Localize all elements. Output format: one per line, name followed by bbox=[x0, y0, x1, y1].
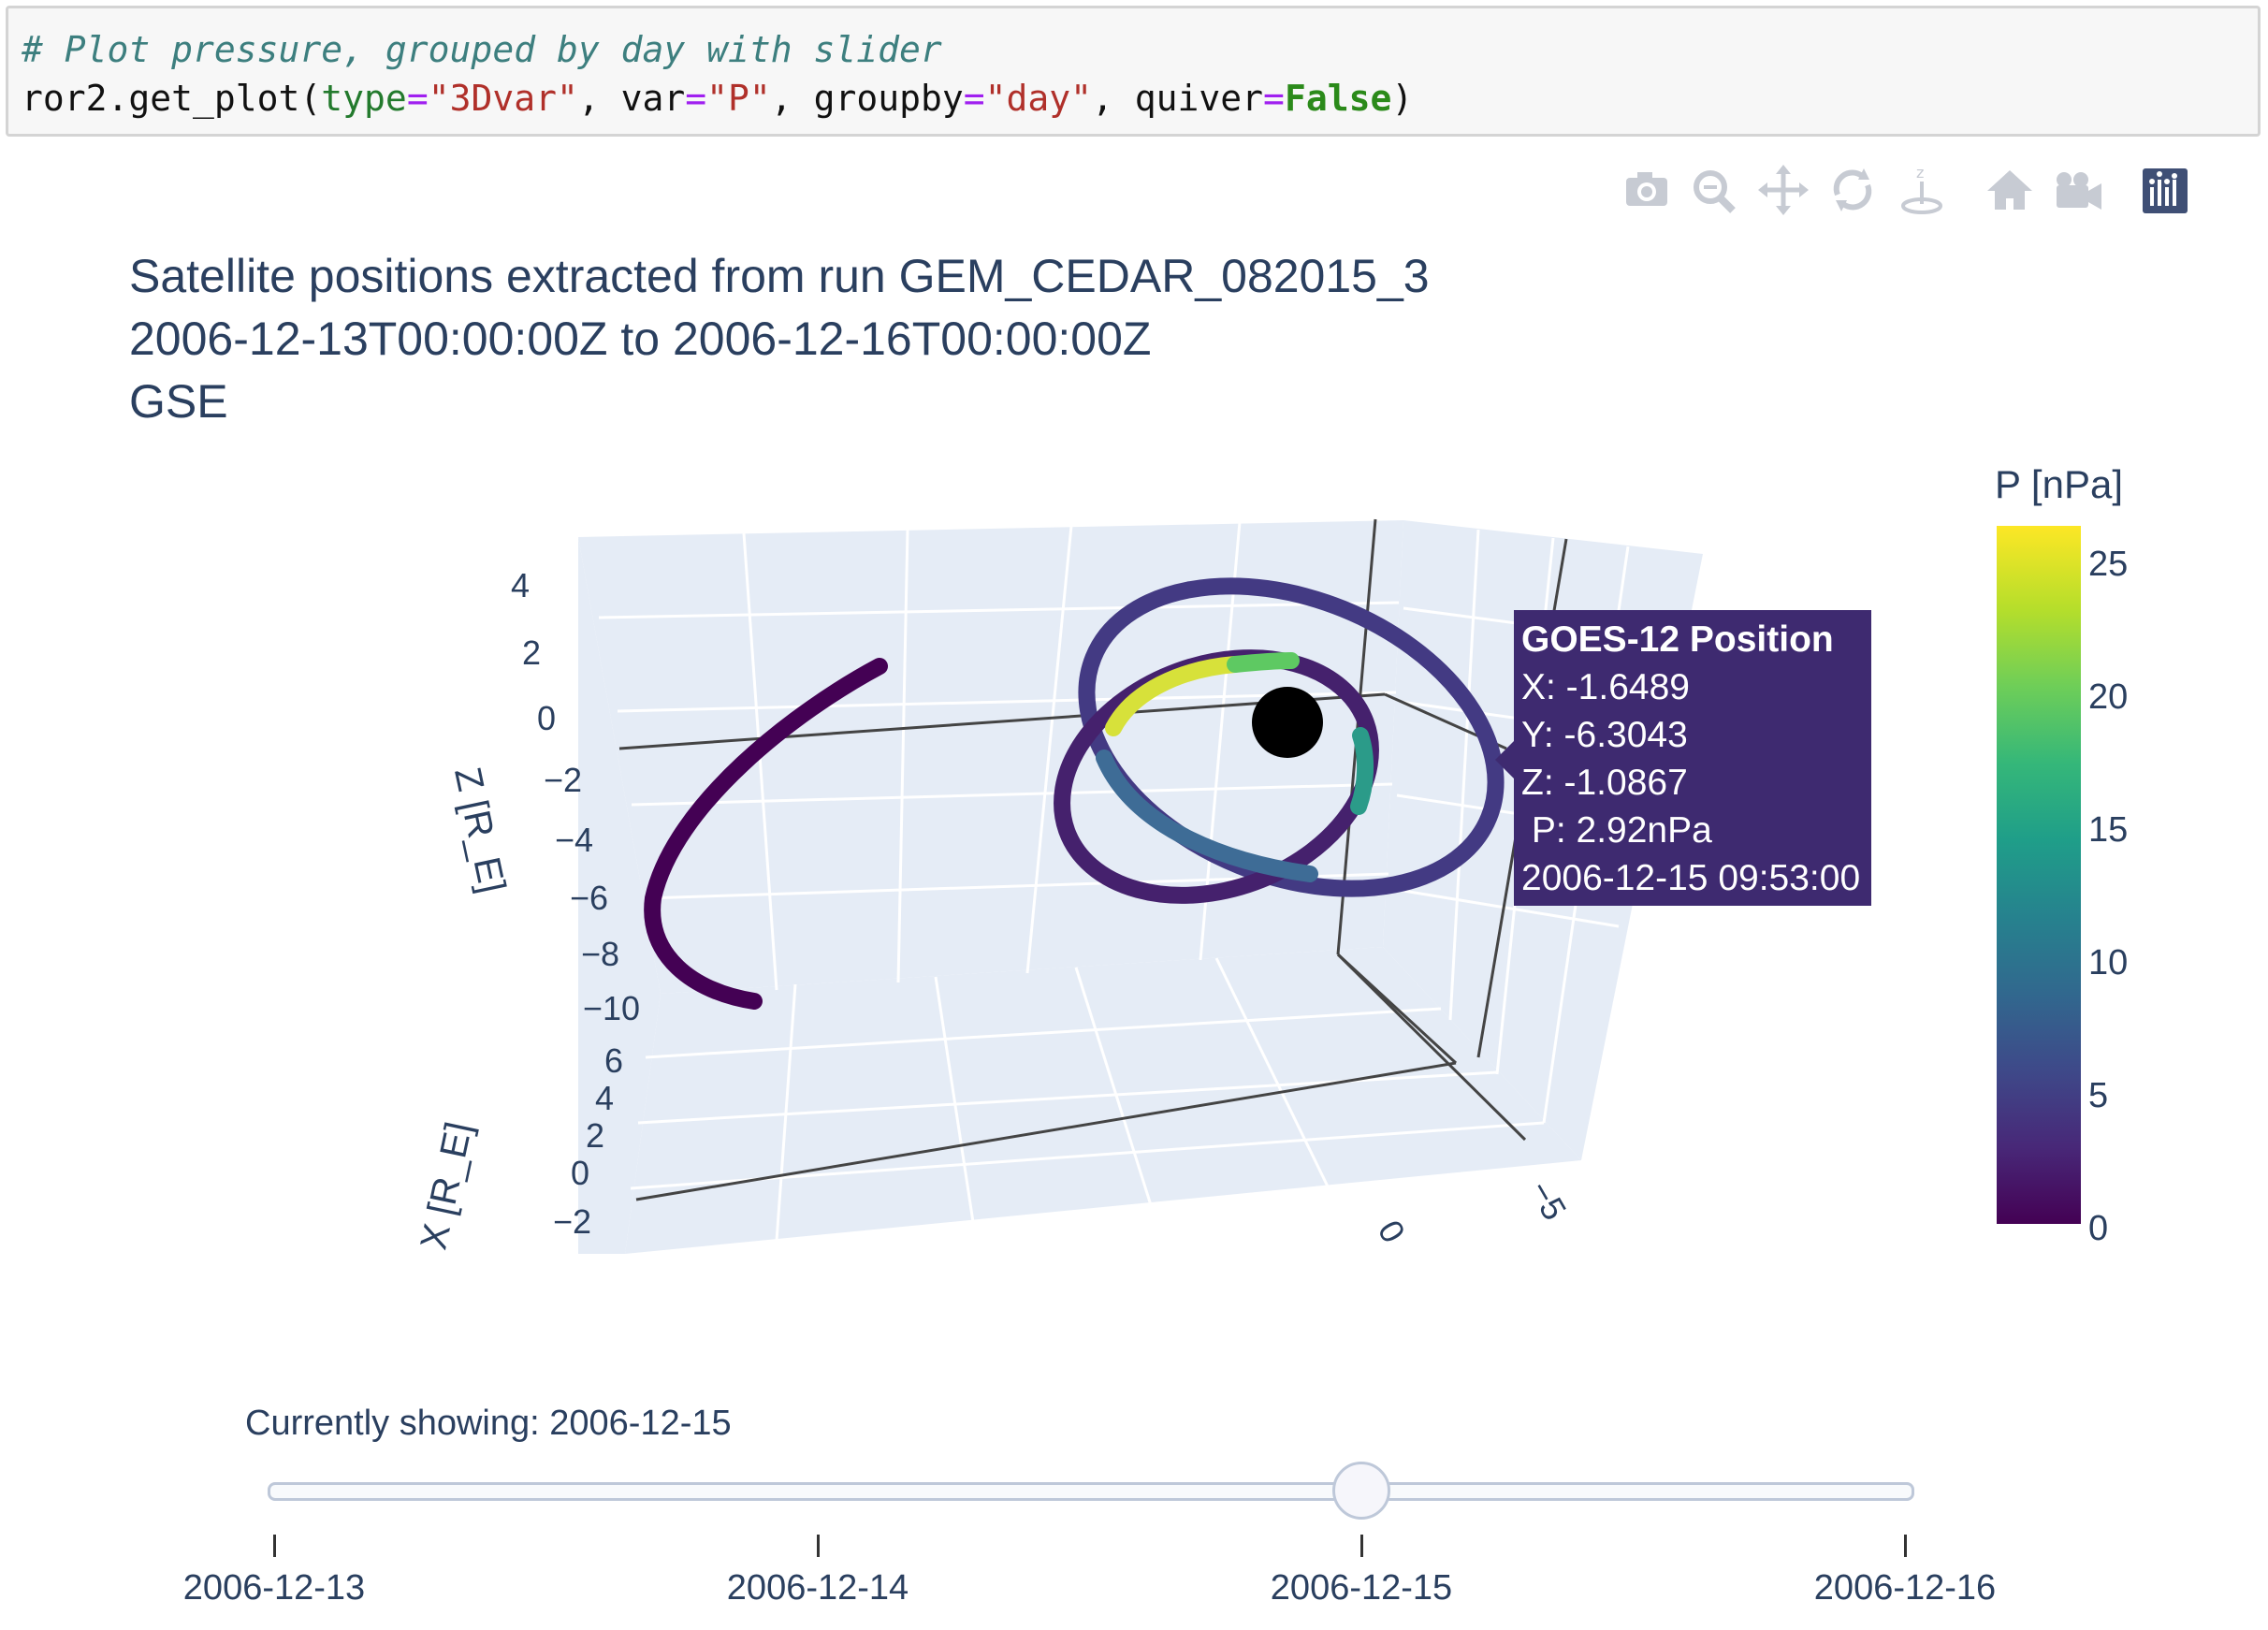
code-arg-value: "day" bbox=[984, 78, 1092, 119]
pan-icon[interactable] bbox=[1755, 159, 1811, 221]
tooltip-time: 2006-12-15 09:53:00 bbox=[1521, 858, 1861, 898]
orbit-rotation-icon[interactable] bbox=[1825, 159, 1881, 221]
code-eq: = bbox=[1263, 78, 1285, 119]
code-arg-key: quiver bbox=[1134, 78, 1264, 119]
z-tick: −4 bbox=[555, 821, 593, 859]
code-sep: , bbox=[577, 78, 621, 119]
svg-text:z: z bbox=[1916, 164, 1924, 182]
z-tick: 0 bbox=[537, 699, 556, 737]
z-tick: −10 bbox=[583, 989, 640, 1027]
reset-view-icon[interactable] bbox=[2049, 159, 2105, 221]
earth-marker bbox=[1252, 687, 1323, 758]
scene-wall-left bbox=[578, 537, 661, 1254]
slider-tick bbox=[1904, 1535, 1907, 1557]
x-axis-ticks: 6 4 2 0 −2 bbox=[553, 1041, 623, 1241]
slider-tick bbox=[1360, 1535, 1363, 1557]
plot-title-line: Satellite positions extracted from run G… bbox=[129, 250, 1430, 302]
colorbar-tick: 10 bbox=[2088, 943, 2129, 982]
colorbar bbox=[1997, 526, 2081, 1224]
z-tick: −8 bbox=[581, 935, 619, 973]
scene-wall-back bbox=[578, 520, 1403, 994]
code-fn: ror2.get_plot( bbox=[22, 78, 322, 119]
hover-tooltip: GOES-12 Position X: -1.6489 Y: -6.3043 Z… bbox=[1514, 610, 1871, 906]
slider-tick bbox=[817, 1535, 820, 1557]
code-arg-key: groupby bbox=[813, 78, 964, 119]
slider-current-label: Currently showing: 2006-12-15 bbox=[245, 1404, 732, 1443]
colorbar-tick: 15 bbox=[2088, 810, 2129, 850]
mid-pressure-segment bbox=[1096, 750, 1318, 882]
z-tick: −6 bbox=[570, 879, 608, 917]
z-axis-label: Z [R_E] bbox=[446, 764, 513, 896]
x-tick: 6 bbox=[604, 1041, 623, 1080]
y-tick: 0 bbox=[1371, 1214, 1414, 1249]
plot-title-line: GSE bbox=[129, 375, 228, 428]
colorbar-title: P [nPa] bbox=[1995, 462, 2123, 506]
scene-floor bbox=[625, 947, 1581, 1254]
slider-step-label[interactable]: 2006-12-16 bbox=[1813, 1568, 1997, 1608]
colorbar-tick: 5 bbox=[2088, 1076, 2109, 1115]
plot-title: Satellite positions extracted from run G… bbox=[129, 245, 1430, 433]
code-eq: = bbox=[406, 78, 429, 119]
code-arg-value: "3Dvar" bbox=[428, 78, 578, 119]
plot-modebar: z bbox=[1619, 159, 2255, 221]
x-tick: 2 bbox=[586, 1116, 604, 1155]
code-eq: = bbox=[685, 78, 707, 119]
mid-pressure-segment bbox=[1350, 727, 1374, 815]
tooltip-title: GOES-12 Position bbox=[1521, 619, 1834, 660]
code-arg-value: "P" bbox=[706, 78, 771, 119]
tooltip-y: Y: -6.3043 bbox=[1521, 715, 1688, 755]
slider-step-label[interactable]: 2006-12-13 bbox=[182, 1568, 366, 1608]
tooltip-x: X: -1.6489 bbox=[1521, 667, 1690, 707]
tooltip-pointer bbox=[1495, 741, 1514, 779]
plotly-logo-icon[interactable] bbox=[2137, 159, 2193, 221]
z-axis-ticks: 4 2 0 −2 −4 −6 −8 −10 bbox=[511, 566, 640, 1027]
reset-camera-icon[interactable] bbox=[1982, 159, 2038, 221]
turntable-rotation-icon[interactable]: z bbox=[1894, 159, 1950, 221]
high-pressure-segment bbox=[1227, 652, 1300, 673]
z-tick: 4 bbox=[511, 566, 530, 604]
slider-tick bbox=[273, 1535, 276, 1557]
x-tick: −2 bbox=[553, 1202, 591, 1241]
colorbar-tick: 25 bbox=[2088, 545, 2129, 584]
code-line: ror2.get_plot(type="3Dvar", var="P", gro… bbox=[22, 78, 1413, 119]
y-tick: −5 bbox=[1521, 1174, 1574, 1227]
code-sep: , bbox=[770, 78, 814, 119]
code-arg-key: type bbox=[321, 78, 407, 119]
code-close: ) bbox=[1391, 78, 1414, 119]
z-tick: 2 bbox=[522, 633, 541, 672]
code-comment: # Plot pressure, grouped by day with sli… bbox=[22, 29, 942, 70]
code-arg-value: False bbox=[1284, 78, 1392, 119]
y-axis-ticks: 0 −5 bbox=[1371, 1174, 1575, 1249]
tooltip-p: P: 2.92nPa bbox=[1521, 810, 1712, 851]
slider-step-label[interactable]: 2006-12-14 bbox=[726, 1568, 909, 1608]
tooltip-z: Z: -1.0867 bbox=[1521, 763, 1688, 803]
x-tick: 4 bbox=[595, 1079, 614, 1117]
zoom-icon[interactable] bbox=[1686, 159, 1742, 221]
x-tick: 0 bbox=[571, 1154, 589, 1192]
code-arg-key: var bbox=[620, 78, 686, 119]
slider-rail[interactable] bbox=[268, 1482, 1914, 1501]
camera-icon[interactable] bbox=[1619, 159, 1675, 221]
plot-title-line: 2006-12-13T00:00:00Z to 2006-12-16T00:00… bbox=[129, 313, 1152, 365]
colorbar-tick: 0 bbox=[2088, 1209, 2109, 1248]
high-pressure-segment bbox=[1105, 656, 1243, 736]
code-eq: = bbox=[963, 78, 985, 119]
colorbar-tick: 20 bbox=[2088, 677, 2129, 717]
z-tick: −2 bbox=[544, 761, 582, 799]
satellite-trajectory bbox=[644, 658, 888, 1010]
code-cell[interactable]: # Plot pressure, grouped by day with sli… bbox=[6, 6, 2261, 137]
slider-handle[interactable] bbox=[1332, 1462, 1390, 1520]
code-sep: , bbox=[1092, 78, 1135, 119]
slider-step-label[interactable]: 2006-12-15 bbox=[1270, 1568, 1453, 1608]
x-axis-label: X [R_E] bbox=[413, 1118, 480, 1253]
